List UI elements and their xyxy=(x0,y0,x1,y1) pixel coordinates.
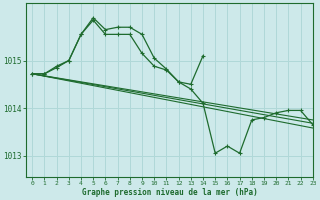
X-axis label: Graphe pression niveau de la mer (hPa): Graphe pression niveau de la mer (hPa) xyxy=(82,188,257,197)
